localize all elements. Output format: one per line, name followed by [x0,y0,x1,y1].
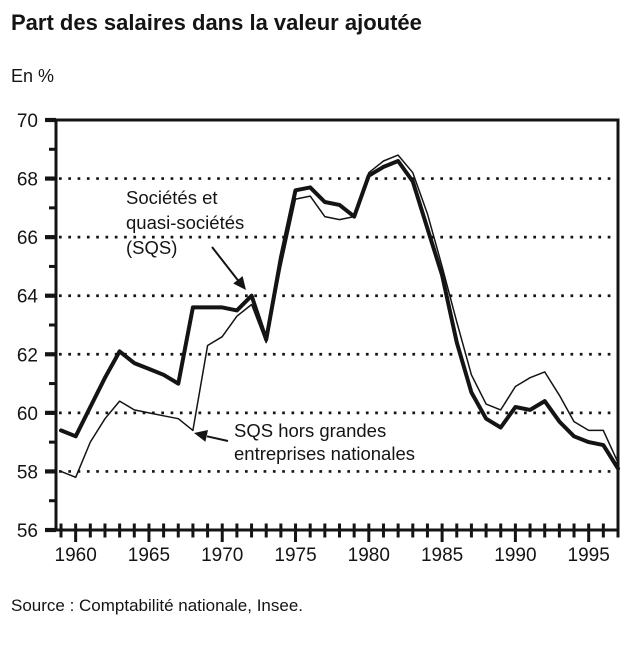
y-tick-label-56: 56 [17,521,38,542]
x-tick-label-1975: 1975 [274,545,316,566]
annotation-sqs-arrowhead [233,276,246,290]
x-tick-label-1985: 1985 [421,545,463,566]
y-tick-label-68: 68 [17,170,38,191]
y-unit-label: En % [11,66,55,86]
annotation-hors-gen-arrow-shaft [206,435,229,442]
series-line-sqs [59,159,620,471]
page-title: Part des salaires dans la valeur ajoutée [11,10,422,35]
source-note: Source : Comptabilité nationale, Insee. [11,596,304,615]
y-tick-label-60: 60 [17,404,38,425]
y-tick-label-58: 58 [17,462,38,483]
series-line-sqs-hors-gen [60,154,619,479]
y-tick-label-64: 64 [17,287,39,308]
x-tick-label-1960: 1960 [55,545,97,566]
annotation-hors-gen-arrowhead [194,430,208,442]
x-tick-label-1965: 1965 [128,545,170,566]
x-tick-label-1995: 1995 [568,545,610,566]
annotation-sqs-label: Sociétés et quasi-sociétés (SQS) [126,187,244,258]
y-tick-label-70: 70 [17,111,38,132]
annotation-hors-gen-label: SQS hors grandes entreprises nationales [234,420,415,464]
y-tick-label-66: 66 [17,228,38,249]
x-tick-label-1980: 1980 [348,545,390,566]
y-tick-label-62: 62 [17,345,38,366]
x-tick-label-1970: 1970 [201,545,243,566]
annotation-sqs-arrow-shaft [211,246,240,282]
x-tick-label-1990: 1990 [494,545,536,566]
plot-frame [54,118,620,532]
